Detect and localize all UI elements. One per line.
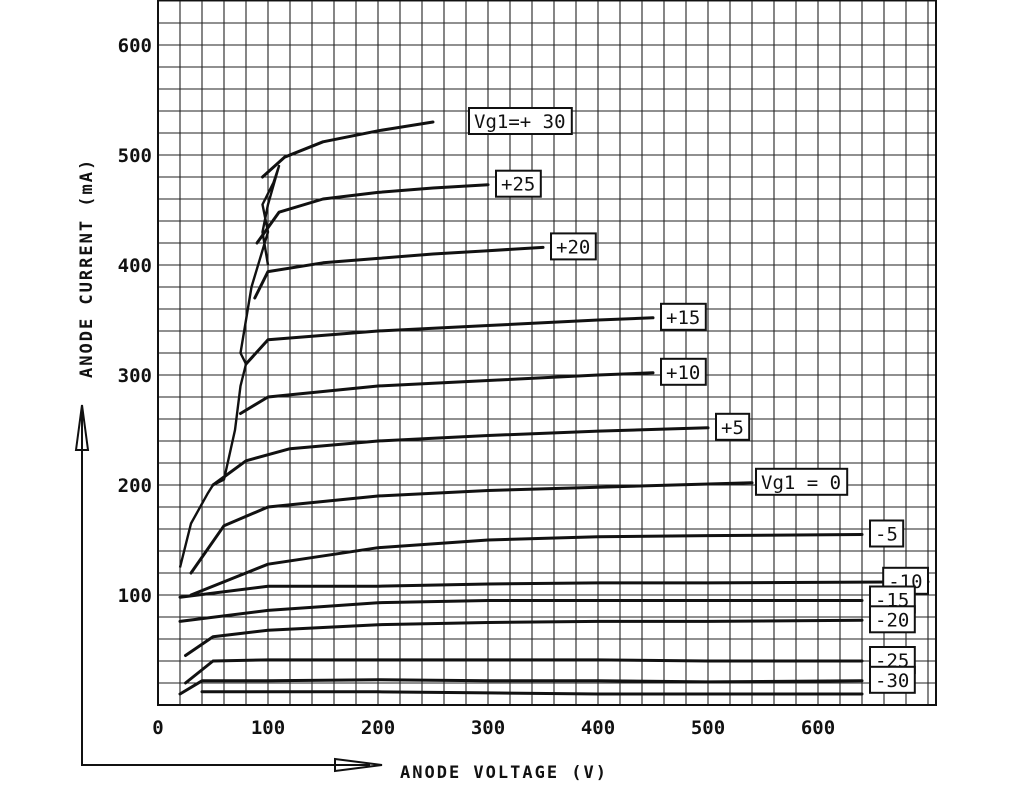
series-line-6 bbox=[211, 426, 710, 487]
curve-label-box bbox=[715, 412, 751, 441]
curve-label-text: -20 bbox=[875, 609, 909, 631]
curve-label-text: Vg1 = 0 bbox=[761, 472, 841, 494]
series-line-1 bbox=[261, 120, 435, 179]
curve-label-11: -20 bbox=[869, 605, 916, 634]
axes: ANODE VOLTAGE (V) ANODE CURRENT (mA) bbox=[74, 158, 608, 783]
y-tick-label: 600 bbox=[118, 35, 152, 57]
x-tick-label: 600 bbox=[801, 717, 835, 739]
y-tick-label: 300 bbox=[118, 365, 152, 387]
series-line-10 bbox=[178, 599, 864, 623]
curve-label-text: +10 bbox=[666, 362, 700, 384]
y-tick-label: 100 bbox=[118, 585, 152, 607]
curve-label-box bbox=[468, 107, 573, 135]
curve-label-text: +5 bbox=[721, 417, 744, 439]
axis-arrow-line bbox=[81, 410, 370, 766]
x-tick-label: 0 bbox=[152, 717, 163, 739]
x-tick-label: 100 bbox=[251, 717, 285, 739]
y-tick-label: 500 bbox=[118, 145, 152, 167]
series-line-4 bbox=[244, 316, 655, 366]
curve-label-box bbox=[495, 169, 542, 198]
curve-label-text: +20 bbox=[556, 236, 590, 258]
plot-frame bbox=[157, 0, 937, 706]
curve-label-8: -5 bbox=[869, 519, 905, 548]
series-line-12 bbox=[184, 658, 864, 685]
curve-label-box bbox=[660, 302, 707, 331]
curve-label-text: Vg1=+ 30 bbox=[474, 111, 566, 133]
y-axis-title: ANODE CURRENT (mA) bbox=[77, 158, 97, 378]
curve-label-box bbox=[869, 665, 916, 694]
curve-label-box bbox=[869, 519, 905, 548]
x-axis-arrowhead bbox=[334, 757, 383, 773]
series-line-3 bbox=[253, 245, 545, 300]
y-axis-arrowhead bbox=[74, 404, 90, 451]
series-line-7 bbox=[189, 481, 754, 575]
series-line-9 bbox=[178, 580, 930, 599]
y-tick-label: 400 bbox=[118, 255, 152, 277]
x-tick-label: 200 bbox=[361, 717, 395, 739]
curve-label-text: -5 bbox=[875, 524, 898, 546]
curve-label-3: +20 bbox=[550, 232, 597, 261]
series-line-8 bbox=[189, 533, 864, 597]
x-tick-label: 500 bbox=[691, 717, 725, 739]
curve-label-text: +25 bbox=[501, 174, 535, 196]
curve-label-13: -30 bbox=[869, 665, 916, 694]
y-tick-label: 200 bbox=[118, 475, 152, 497]
x-tick-label: 400 bbox=[581, 717, 615, 739]
series-line-5 bbox=[239, 371, 655, 415]
series-line-14 bbox=[200, 690, 864, 696]
curve-label-box bbox=[550, 232, 597, 261]
series-line-11 bbox=[184, 618, 864, 657]
series-line-13 bbox=[178, 678, 864, 696]
x-axis-title: ANODE VOLTAGE (V) bbox=[400, 763, 608, 783]
tick-labels: 0 100 200 300 400 500 600 100 200 300 400 500 600 bbox=[118, 35, 835, 739]
curve-label-box bbox=[869, 605, 916, 634]
curve-label-1: Vg1=+ 30 bbox=[468, 107, 573, 135]
curve-label-text: -30 bbox=[875, 670, 909, 692]
curve-label-text: +15 bbox=[666, 307, 700, 329]
curve-label-6: +5 bbox=[715, 412, 751, 441]
curve-label-5: +10 bbox=[660, 357, 707, 386]
curve-label-box bbox=[755, 467, 849, 496]
curve-label-box bbox=[660, 357, 707, 386]
curve-label-4: +15 bbox=[660, 302, 707, 331]
curve-label-2: +25 bbox=[495, 169, 542, 198]
curves bbox=[178, 120, 930, 696]
curve-label-7: Vg1 = 0 bbox=[755, 467, 849, 496]
limit-envelope-line bbox=[178, 164, 281, 568]
series-line-2 bbox=[255, 183, 490, 245]
x-tick-label: 300 bbox=[471, 717, 505, 739]
